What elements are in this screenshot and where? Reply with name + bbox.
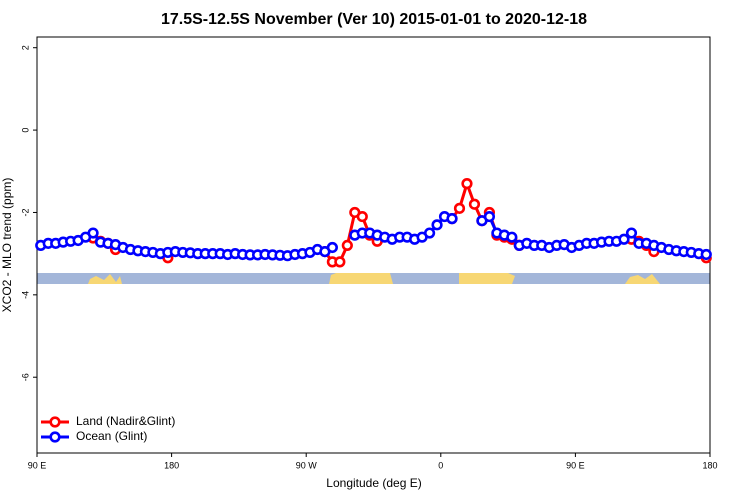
land-mask-strip xyxy=(37,273,710,284)
series-point xyxy=(700,248,712,261)
x-tick-label: 180 xyxy=(702,460,717,470)
series-point xyxy=(431,219,443,231)
series-point xyxy=(326,241,338,254)
legend-label: Land (Nadir&Glint) xyxy=(76,414,175,428)
land-patch xyxy=(459,273,515,284)
y-axis-label: XCO2 - MLO trend (ppm) xyxy=(0,178,14,313)
x-tick-label: 90 E xyxy=(566,460,585,470)
series-point xyxy=(341,239,353,252)
legend-label: Ocean (Glint) xyxy=(76,429,147,443)
x-tick-label: 90 E xyxy=(28,460,47,470)
x-tick-label: 90 W xyxy=(296,460,318,470)
land-patch xyxy=(329,273,393,284)
series-point xyxy=(446,213,458,225)
series-point xyxy=(483,210,496,223)
series-point xyxy=(468,198,481,210)
chart-title: 17.5S-12.5S November (Ver 10) 2015-01-01… xyxy=(161,11,587,28)
x-axis-label: Longitude (deg E) xyxy=(326,476,421,490)
x-tick-label: 180 xyxy=(164,460,179,470)
series-point xyxy=(87,227,99,239)
y-tick-label: -6 xyxy=(20,373,30,381)
series-point xyxy=(334,256,346,268)
legend-marker xyxy=(49,416,61,428)
series-point xyxy=(453,202,466,214)
y-tick-label: 0 xyxy=(20,128,30,133)
land-patch xyxy=(625,274,660,284)
legend-marker xyxy=(49,431,61,443)
series-point xyxy=(618,233,630,245)
x-tick-label: 0 xyxy=(438,460,443,470)
series-point xyxy=(423,227,436,239)
y-tick-label: -2 xyxy=(20,208,30,216)
series-point xyxy=(356,210,368,223)
series-point xyxy=(625,227,638,239)
series-point xyxy=(461,178,473,190)
y-tick-label: -4 xyxy=(20,291,30,299)
land-patch xyxy=(88,274,122,284)
y-tick-label: 2 xyxy=(20,45,30,50)
series-point xyxy=(506,231,518,243)
